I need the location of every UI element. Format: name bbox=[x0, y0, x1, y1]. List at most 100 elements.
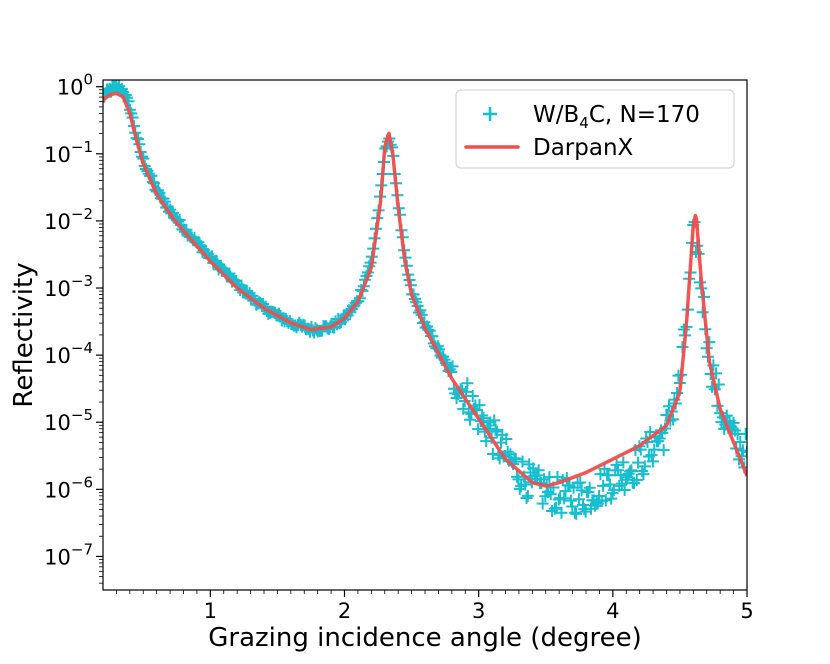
y-tick-base: 10 bbox=[44, 478, 71, 502]
legend-label-scatter: W/B4C, N=170 bbox=[533, 102, 700, 132]
data-point bbox=[739, 427, 747, 440]
y-tick-exponent: −6 bbox=[71, 473, 93, 491]
y-tick-base: 10 bbox=[44, 277, 71, 301]
series-clip-group bbox=[103, 80, 747, 520]
y-tick-label: 10−1 bbox=[44, 138, 93, 167]
x-axis-ticks: 1 2 3 4 5 bbox=[116, 590, 754, 623]
data-point bbox=[558, 492, 571, 505]
data-point bbox=[574, 476, 587, 489]
data-point bbox=[645, 449, 658, 462]
data-point bbox=[519, 478, 532, 491]
data-point bbox=[473, 399, 486, 412]
y-tick-exponent: −2 bbox=[71, 205, 93, 223]
y-tick-base: 10 bbox=[44, 143, 71, 167]
data-point bbox=[512, 473, 525, 486]
data-point bbox=[653, 432, 666, 445]
data-point bbox=[527, 462, 540, 475]
y-tick-label: 10−6 bbox=[44, 473, 93, 502]
data-point bbox=[617, 456, 630, 469]
y-tick-exponent: −3 bbox=[71, 272, 93, 290]
data-point bbox=[488, 414, 501, 427]
data-point bbox=[610, 458, 623, 471]
data-point bbox=[536, 497, 549, 510]
data-point bbox=[544, 488, 557, 501]
data-point bbox=[602, 469, 615, 482]
data-point bbox=[727, 416, 740, 429]
legend-box bbox=[455, 89, 735, 169]
y-tick-label: 10−7 bbox=[44, 540, 93, 569]
data-point bbox=[593, 489, 606, 502]
data-point bbox=[472, 423, 485, 436]
data-point bbox=[552, 493, 565, 506]
legend-label-part-a: W/B bbox=[533, 102, 579, 128]
legend-label-part-b: C, N=170 bbox=[589, 102, 700, 128]
data-point bbox=[489, 423, 502, 436]
legend-label-subscript: 4 bbox=[579, 114, 589, 132]
data-point bbox=[446, 360, 459, 373]
data-point bbox=[521, 489, 534, 502]
data-point bbox=[464, 413, 477, 426]
y-tick-label: 10−5 bbox=[44, 406, 93, 435]
data-point bbox=[575, 484, 588, 497]
x-tick-label: 2 bbox=[338, 599, 351, 623]
data-point bbox=[532, 464, 545, 477]
data-point bbox=[619, 473, 632, 486]
data-point bbox=[537, 473, 550, 486]
data-point bbox=[618, 484, 631, 497]
data-point bbox=[570, 507, 583, 520]
y-tick-label: 10−4 bbox=[44, 339, 93, 368]
y-tick-exponent: −7 bbox=[71, 540, 93, 558]
y-tick-exponent: −1 bbox=[71, 138, 93, 156]
data-point bbox=[566, 500, 579, 513]
y-tick-base: 10 bbox=[44, 545, 71, 569]
data-point bbox=[568, 506, 581, 519]
data-point bbox=[646, 455, 659, 468]
series-layer bbox=[103, 80, 747, 520]
y-tick-label: 10−3 bbox=[44, 272, 93, 301]
y-axis-title: Reflectivity bbox=[9, 262, 39, 407]
data-point bbox=[555, 506, 568, 519]
data-point bbox=[657, 444, 670, 457]
data-point bbox=[583, 481, 596, 494]
data-point bbox=[605, 492, 618, 505]
data-point bbox=[638, 460, 651, 473]
data-point bbox=[509, 453, 522, 466]
data-point bbox=[516, 455, 529, 468]
legend-marker-scatter bbox=[483, 107, 497, 121]
series-darpanx-line bbox=[103, 91, 747, 488]
x-axis-title: Grazing incidence angle (degree) bbox=[208, 623, 641, 653]
y-tick-base: 10 bbox=[57, 76, 84, 100]
x-tick-label: 3 bbox=[472, 599, 485, 623]
data-point bbox=[625, 464, 638, 477]
data-point bbox=[637, 468, 650, 481]
data-point bbox=[734, 435, 747, 448]
data-point bbox=[500, 433, 513, 446]
data-point bbox=[564, 494, 577, 507]
y-tick-base: 10 bbox=[44, 411, 71, 435]
data-point bbox=[531, 469, 544, 482]
x-tick-label: 1 bbox=[204, 599, 217, 623]
y-tick-label: 10−2 bbox=[44, 205, 93, 234]
data-point bbox=[466, 390, 479, 403]
data-point bbox=[461, 377, 474, 390]
legend-plus-marker bbox=[483, 107, 497, 121]
y-tick-base: 10 bbox=[44, 210, 71, 234]
data-point bbox=[579, 505, 592, 518]
y-tick-exponent: 0 bbox=[83, 71, 93, 89]
x-tick-label: 4 bbox=[606, 599, 619, 623]
data-point bbox=[630, 474, 643, 487]
data-point bbox=[501, 445, 514, 458]
legend: W/B4C, N=170 DarpanX bbox=[455, 89, 735, 169]
legend-label-line: DarpanX bbox=[533, 135, 634, 161]
y-tick-exponent: −4 bbox=[71, 339, 93, 357]
data-point bbox=[520, 492, 533, 505]
y-tick-label: 100 bbox=[57, 71, 93, 100]
data-point bbox=[741, 446, 747, 458]
data-point bbox=[632, 456, 645, 469]
y-tick-base: 10 bbox=[44, 344, 71, 368]
data-point bbox=[597, 479, 610, 492]
y-tick-exponent: −5 bbox=[71, 406, 93, 424]
data-point bbox=[599, 494, 612, 507]
